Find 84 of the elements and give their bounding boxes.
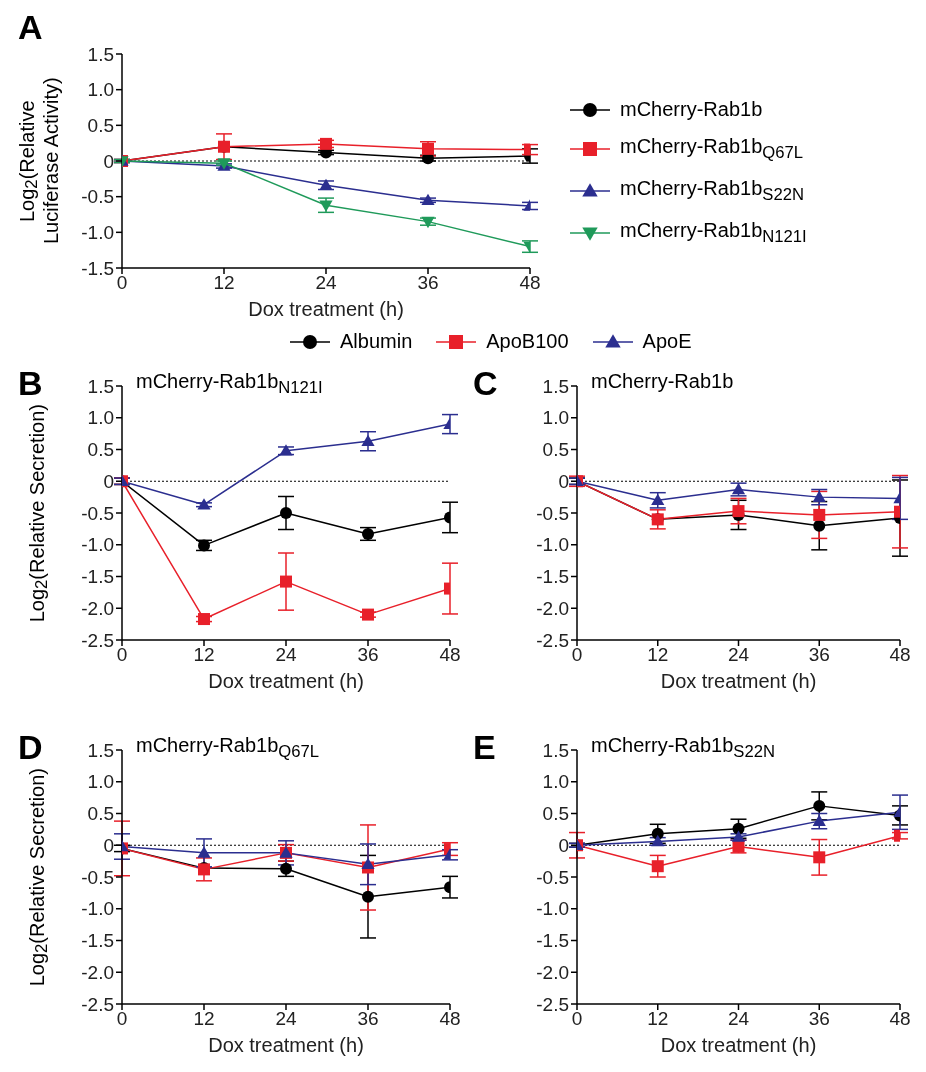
x-axis-title: Dox treatment (h) (208, 1034, 364, 1056)
x-tick-label: 36 (417, 272, 439, 294)
y-tick-label: 0 (558, 834, 569, 856)
y-tick-label: 0.5 (542, 439, 569, 461)
y-tick-label: 1.0 (87, 79, 114, 101)
y-tick-label: -1.0 (81, 534, 114, 556)
y-tick-label: 0 (103, 150, 114, 172)
x-tick-label: 24 (727, 644, 750, 666)
text: A (18, 8, 43, 47)
y-tick-label: -1.0 (536, 534, 569, 556)
legend-label: ApoE (642, 330, 692, 353)
x-tick-label: 24 (315, 272, 337, 294)
x-tick-label: 48 (889, 1008, 911, 1030)
chart-title: mCherry-Rab1b$_{N121I}$ (136, 370, 323, 398)
x-tick-label: 48 (439, 644, 461, 666)
y-tick-label: -2.5 (536, 993, 569, 1015)
y-tick-label: 0.5 (87, 439, 114, 461)
y-tick-label: -2.0 (81, 961, 114, 983)
x-tick-label: 36 (808, 1008, 830, 1030)
y-tick-label: 0.5 (87, 803, 114, 825)
y-tick-label: 0 (103, 470, 114, 492)
y-tick-label: -2.5 (81, 629, 114, 651)
legend-label: mCherry-Rab1b$_{Q67L}$ (620, 135, 804, 163)
y-tick-label: 1.0 (87, 407, 114, 429)
y-tick-label: -2.5 (536, 629, 569, 651)
y-tick-label: -1.5 (81, 257, 114, 279)
x-tick-label: 36 (357, 644, 379, 666)
x-tick-label: 48 (519, 272, 541, 294)
y-tick-label: -0.5 (81, 866, 114, 888)
y-tick-label: -2.0 (536, 961, 569, 983)
y-tick-label: -2.0 (536, 597, 569, 619)
y-tick-label: -1.5 (81, 930, 114, 952)
x-tick-label: 48 (439, 1008, 461, 1030)
y-tick-label: -1.5 (536, 930, 569, 952)
y-tick-label: 0.5 (542, 803, 569, 825)
x-axis-title: Dox treatment (h) (248, 298, 404, 320)
y-tick-label: 1.5 (542, 739, 569, 761)
y-tick-label: 0.5 (87, 115, 114, 137)
chart-title: mCherry-Rab1b (591, 370, 734, 393)
y-tick-label: 1.0 (542, 407, 569, 429)
y-tick-label: 1.5 (87, 375, 114, 397)
legend-label: mCherry-Rab1b$_{N121I}$ (620, 219, 807, 247)
x-tick-label: 36 (357, 1008, 379, 1030)
text: B (18, 364, 43, 403)
legend-label: mCherry-Rab1b (620, 98, 763, 121)
y-tick-label: -0.5 (81, 186, 114, 208)
y-tick-label: -0.5 (536, 502, 569, 524)
y-tick-label: -1.0 (81, 898, 114, 920)
x-axis-title: Dox treatment (h) (660, 1034, 817, 1056)
x-tick-label: 24 (275, 1008, 297, 1030)
x-tick-label: 12 (647, 1008, 669, 1030)
x-tick-label: 24 (727, 1008, 750, 1030)
x-axis-title: Dox treatment (h) (208, 670, 364, 692)
y-tick-label: -0.5 (81, 502, 114, 524)
x-tick-label: 12 (193, 644, 215, 666)
chart-title: mCherry-Rab1b$_{Q67L}$ (136, 734, 320, 762)
y-tick-label: 1.5 (87, 43, 114, 65)
y-tick-label: -1.5 (536, 566, 569, 588)
text: E (473, 728, 496, 767)
y-tick-label: -1.0 (81, 222, 114, 244)
y-tick-label: -0.5 (536, 866, 569, 888)
text: D (18, 728, 43, 767)
y-tick-label: -1.5 (81, 566, 114, 588)
y-tick-label: 0 (103, 834, 114, 856)
y-tick-label: -2.5 (81, 993, 114, 1015)
y-tick-label: 0 (558, 470, 569, 492)
y-tick-label: -2.0 (81, 597, 114, 619)
x-tick-label: 12 (213, 272, 235, 294)
x-axis-title: Dox treatment (h) (660, 670, 817, 692)
y-tick-label: 1.0 (542, 771, 569, 793)
x-tick-label: 12 (193, 1008, 215, 1030)
y-tick-label: -1.0 (536, 898, 569, 920)
y-tick-label: 1.5 (542, 375, 569, 397)
y-tick-label: 1.5 (87, 739, 114, 761)
x-tick-label: 36 (808, 644, 830, 666)
legend-label: ApoB100 (486, 330, 569, 353)
x-tick-label: 12 (647, 644, 669, 666)
legend-label: mCherry-Rab1b$_{S22N}$ (620, 177, 804, 205)
text: C (473, 364, 498, 403)
x-tick-label: 24 (275, 644, 297, 666)
x-tick-label: 48 (889, 644, 911, 666)
y-tick-label: 1.0 (87, 771, 114, 793)
legend-label: Albumin (340, 330, 413, 353)
chart-title: mCherry-Rab1b$_{S22N}$ (591, 734, 775, 762)
